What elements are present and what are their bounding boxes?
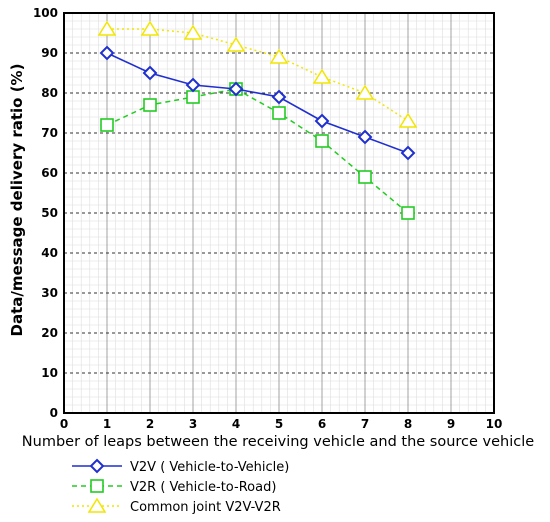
data-point xyxy=(314,113,330,129)
data-point xyxy=(272,106,286,120)
plot-frame xyxy=(63,12,495,414)
data-point xyxy=(186,90,200,104)
legend-label: V2V ( Vehicle-to-Vehicle) xyxy=(130,460,289,475)
data-point xyxy=(271,89,287,105)
legend-label: V2R ( Vehicle-to-Road) xyxy=(130,480,276,495)
legend-swatch-marker xyxy=(87,497,107,513)
x-tick-label: 0 xyxy=(60,417,68,431)
data-point xyxy=(143,98,157,112)
x-tick-label: 9 xyxy=(447,417,455,431)
y-tick-label: 0 xyxy=(50,406,58,420)
x-tick-label: 1 xyxy=(103,417,111,431)
data-point xyxy=(355,84,375,100)
data-point xyxy=(315,134,329,148)
x-tick-label: 10 xyxy=(486,417,503,431)
y-axis-ticks: 0 10 20 30 40 50 60 70 80 90 100 xyxy=(33,6,58,420)
y-tick-label: 60 xyxy=(41,166,58,180)
legend: V2V ( Vehicle-to-Vehicle) V2R ( Vehicle-t… xyxy=(72,458,289,515)
x-tick-label: 7 xyxy=(361,417,369,431)
data-point xyxy=(142,65,158,81)
x-tick-label: 8 xyxy=(404,417,412,431)
data-point xyxy=(140,20,160,36)
y-tick-label: 100 xyxy=(33,6,58,20)
legend-swatch-marker xyxy=(90,479,104,493)
x-tick-label: 6 xyxy=(318,417,326,431)
x-axis-title: Number of leaps between the receiving ve… xyxy=(22,434,534,450)
data-point xyxy=(357,129,373,145)
series-0 xyxy=(99,45,416,161)
series-2 xyxy=(97,20,418,128)
legend-item: Common joint V2V-V2R xyxy=(72,497,281,515)
series-line xyxy=(106,88,409,214)
series-line xyxy=(106,52,409,154)
x-axis-ticks: 0 1 2 3 4 5 6 7 8 9 10 xyxy=(60,417,503,431)
y-tick-label: 80 xyxy=(41,86,58,100)
y-tick-label: 10 xyxy=(41,366,58,380)
legend-item: V2R ( Vehicle-to-Road) xyxy=(72,479,276,495)
data-point xyxy=(100,118,114,132)
y-tick-label: 30 xyxy=(41,286,58,300)
x-tick-label: 4 xyxy=(232,417,240,431)
data-point xyxy=(226,36,246,52)
y-tick-label: 40 xyxy=(41,246,58,260)
data-point xyxy=(400,145,416,161)
data-point xyxy=(312,68,332,84)
series-layer xyxy=(97,20,418,220)
y-tick-label: 50 xyxy=(41,206,58,220)
data-point xyxy=(185,77,201,93)
data-point xyxy=(183,24,203,40)
data-point xyxy=(269,48,289,64)
x-tick-label: 5 xyxy=(275,417,283,431)
data-point xyxy=(99,45,115,61)
data-point xyxy=(228,81,244,97)
legend-label: Common joint V2V-V2R xyxy=(130,500,281,515)
x-tick-label: 3 xyxy=(189,417,197,431)
x-tick-label: 2 xyxy=(146,417,154,431)
y-tick-label: 70 xyxy=(41,126,58,140)
legend-item: V2V ( Vehicle-to-Vehicle) xyxy=(72,458,289,475)
y-tick-label: 90 xyxy=(41,46,58,60)
data-point xyxy=(398,112,418,128)
series-line xyxy=(107,28,409,122)
data-point xyxy=(97,20,117,36)
y-axis-title: Data/message delivery ratio (%) xyxy=(8,64,26,337)
y-tick-label: 20 xyxy=(41,326,58,340)
data-point xyxy=(401,206,415,220)
data-point xyxy=(358,170,372,184)
legend-swatch-marker xyxy=(89,458,105,474)
